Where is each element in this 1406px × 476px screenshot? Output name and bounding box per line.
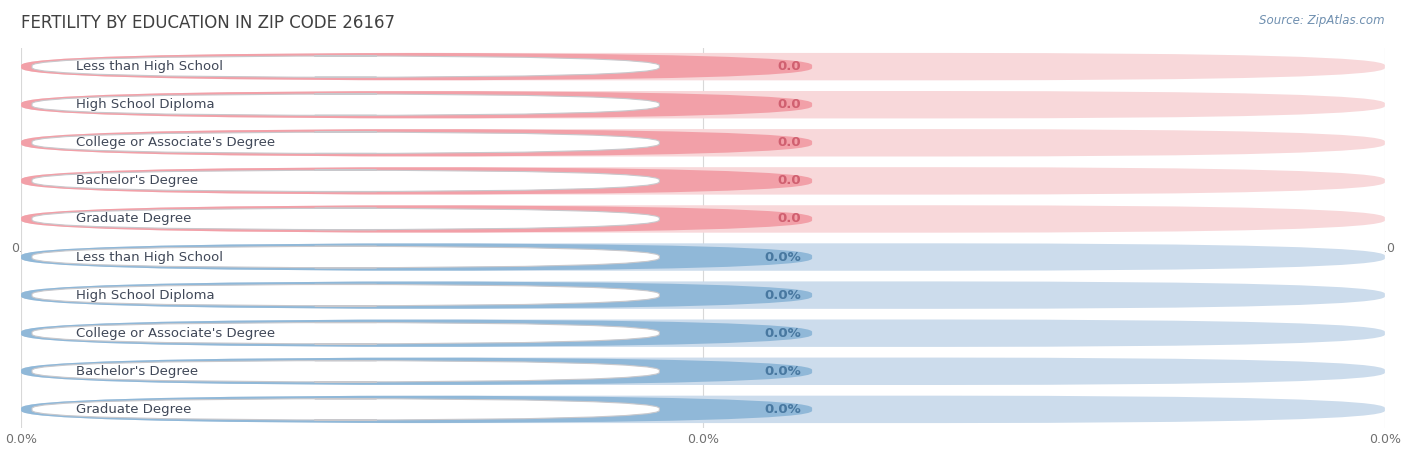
Text: Graduate Degree: Graduate Degree [76, 212, 191, 226]
FancyBboxPatch shape [21, 396, 813, 423]
FancyBboxPatch shape [21, 53, 1385, 80]
FancyBboxPatch shape [32, 323, 659, 344]
FancyBboxPatch shape [21, 91, 813, 119]
FancyBboxPatch shape [21, 129, 1385, 157]
Text: Less than High School: Less than High School [76, 250, 224, 264]
Text: College or Associate's Degree: College or Associate's Degree [76, 136, 276, 149]
FancyBboxPatch shape [21, 53, 813, 80]
Text: 0.0: 0.0 [778, 212, 801, 226]
Text: 0.0%: 0.0% [765, 403, 801, 416]
FancyBboxPatch shape [21, 205, 813, 233]
FancyBboxPatch shape [32, 170, 659, 191]
FancyBboxPatch shape [21, 91, 1385, 119]
FancyBboxPatch shape [32, 361, 659, 382]
Text: 0.0%: 0.0% [765, 288, 801, 302]
Text: 0.0: 0.0 [778, 98, 801, 111]
Text: 0.0%: 0.0% [765, 327, 801, 340]
FancyBboxPatch shape [21, 281, 813, 309]
FancyBboxPatch shape [21, 319, 1385, 347]
FancyBboxPatch shape [21, 396, 1385, 423]
Text: 0.0: 0.0 [778, 136, 801, 149]
FancyBboxPatch shape [32, 285, 659, 306]
FancyBboxPatch shape [32, 208, 659, 229]
FancyBboxPatch shape [32, 56, 659, 77]
FancyBboxPatch shape [21, 357, 1385, 385]
FancyBboxPatch shape [21, 205, 1385, 233]
FancyBboxPatch shape [32, 247, 659, 268]
Text: Bachelor's Degree: Bachelor's Degree [76, 365, 198, 378]
FancyBboxPatch shape [32, 399, 659, 420]
FancyBboxPatch shape [21, 129, 813, 157]
Text: Less than High School: Less than High School [76, 60, 224, 73]
Text: 0.0: 0.0 [778, 174, 801, 188]
Text: FERTILITY BY EDUCATION IN ZIP CODE 26167: FERTILITY BY EDUCATION IN ZIP CODE 26167 [21, 14, 395, 32]
Text: High School Diploma: High School Diploma [76, 98, 215, 111]
FancyBboxPatch shape [21, 243, 1385, 271]
FancyBboxPatch shape [21, 357, 813, 385]
Text: 0.0%: 0.0% [765, 250, 801, 264]
Text: Bachelor's Degree: Bachelor's Degree [76, 174, 198, 188]
FancyBboxPatch shape [32, 132, 659, 153]
Text: High School Diploma: High School Diploma [76, 288, 215, 302]
Text: Source: ZipAtlas.com: Source: ZipAtlas.com [1260, 14, 1385, 27]
FancyBboxPatch shape [21, 243, 813, 271]
FancyBboxPatch shape [21, 281, 1385, 309]
Text: 0.0: 0.0 [778, 60, 801, 73]
FancyBboxPatch shape [21, 319, 813, 347]
FancyBboxPatch shape [21, 167, 813, 195]
Text: Graduate Degree: Graduate Degree [76, 403, 191, 416]
FancyBboxPatch shape [21, 167, 1385, 195]
Text: College or Associate's Degree: College or Associate's Degree [76, 327, 276, 340]
Text: 0.0%: 0.0% [765, 365, 801, 378]
FancyBboxPatch shape [32, 94, 659, 115]
